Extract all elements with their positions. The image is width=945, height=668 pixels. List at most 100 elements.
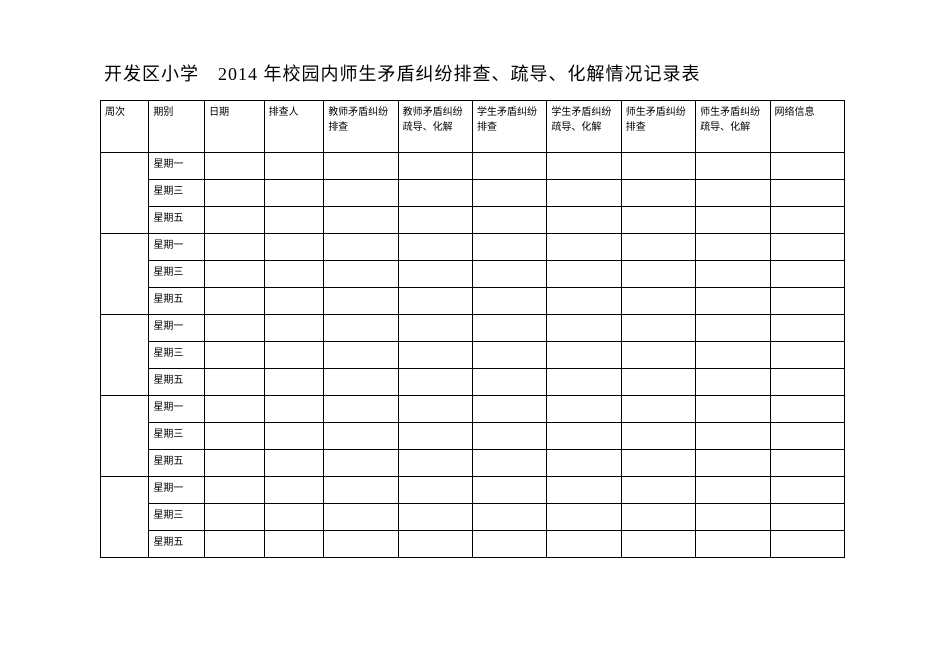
empty-cell [205, 477, 265, 504]
table-header-row: 周次 期别 日期 排查人 教师矛盾纠纷排查 教师矛盾纠纷疏导、化解 学生矛盾纠纷… [101, 101, 845, 153]
empty-cell [324, 531, 398, 558]
table-row: 星期三 [101, 342, 845, 369]
weekday-cell: 星期一 [149, 477, 205, 504]
empty-cell [472, 288, 546, 315]
empty-cell [696, 504, 770, 531]
empty-cell [205, 180, 265, 207]
empty-cell [696, 396, 770, 423]
col-header: 师生矛盾纠纷疏导、化解 [696, 101, 770, 153]
empty-cell [205, 369, 265, 396]
empty-cell [547, 153, 621, 180]
empty-cell [205, 234, 265, 261]
empty-cell [696, 423, 770, 450]
table-row: 星期五 [101, 207, 845, 234]
empty-cell [264, 207, 324, 234]
empty-cell [324, 423, 398, 450]
empty-cell [472, 423, 546, 450]
empty-cell [621, 234, 695, 261]
empty-cell [472, 504, 546, 531]
col-header: 教师矛盾纠纷疏导、化解 [398, 101, 472, 153]
week-cell [101, 315, 149, 396]
table-body: 星期一 星期三 星期五 [101, 153, 845, 558]
empty-cell [621, 423, 695, 450]
empty-cell [398, 423, 472, 450]
empty-cell [264, 504, 324, 531]
table-row: 星期五 [101, 369, 845, 396]
empty-cell [398, 450, 472, 477]
empty-cell [205, 288, 265, 315]
weekday-cell: 星期三 [149, 423, 205, 450]
empty-cell [696, 207, 770, 234]
empty-cell [264, 477, 324, 504]
empty-cell [264, 261, 324, 288]
empty-cell [264, 315, 324, 342]
empty-cell [205, 315, 265, 342]
empty-cell [547, 315, 621, 342]
weekday-cell: 星期三 [149, 180, 205, 207]
empty-cell [696, 261, 770, 288]
weekday-cell: 星期三 [149, 504, 205, 531]
empty-cell [621, 180, 695, 207]
col-header: 日期 [205, 101, 265, 153]
empty-cell [398, 342, 472, 369]
empty-cell [621, 477, 695, 504]
empty-cell [472, 531, 546, 558]
empty-cell [472, 180, 546, 207]
empty-cell [547, 369, 621, 396]
empty-cell [472, 369, 546, 396]
empty-cell [324, 450, 398, 477]
record-table: 周次 期别 日期 排查人 教师矛盾纠纷排查 教师矛盾纠纷疏导、化解 学生矛盾纠纷… [100, 100, 845, 558]
col-header: 师生矛盾纠纷排查 [621, 101, 695, 153]
empty-cell [770, 180, 844, 207]
empty-cell [264, 180, 324, 207]
empty-cell [472, 477, 546, 504]
week-cell [101, 477, 149, 558]
empty-cell [696, 153, 770, 180]
empty-cell [547, 180, 621, 207]
empty-cell [547, 207, 621, 234]
empty-cell [472, 261, 546, 288]
weekday-cell: 星期三 [149, 261, 205, 288]
col-header: 期别 [149, 101, 205, 153]
weekday-cell: 星期五 [149, 450, 205, 477]
col-header: 周次 [101, 101, 149, 153]
col-header: 排查人 [264, 101, 324, 153]
weekday-cell: 星期一 [149, 396, 205, 423]
empty-cell [621, 342, 695, 369]
empty-cell [398, 153, 472, 180]
table-row: 星期三 [101, 504, 845, 531]
weekday-cell: 星期一 [149, 234, 205, 261]
table-row: 星期三 [101, 180, 845, 207]
table-row: 星期一 [101, 153, 845, 180]
empty-cell [472, 450, 546, 477]
empty-cell [472, 234, 546, 261]
empty-cell [324, 234, 398, 261]
empty-cell [264, 531, 324, 558]
week-cell [101, 396, 149, 477]
table-row: 星期三 [101, 423, 845, 450]
empty-cell [205, 153, 265, 180]
empty-cell [398, 531, 472, 558]
empty-cell [621, 315, 695, 342]
empty-cell [770, 531, 844, 558]
empty-cell [264, 369, 324, 396]
empty-cell [324, 180, 398, 207]
empty-cell [472, 342, 546, 369]
empty-cell [264, 396, 324, 423]
empty-cell [324, 504, 398, 531]
empty-cell [770, 207, 844, 234]
empty-cell [398, 261, 472, 288]
empty-cell [770, 288, 844, 315]
weekday-cell: 星期一 [149, 153, 205, 180]
empty-cell [547, 261, 621, 288]
empty-cell [696, 180, 770, 207]
empty-cell [398, 234, 472, 261]
col-header: 教师矛盾纠纷排查 [324, 101, 398, 153]
empty-cell [770, 477, 844, 504]
empty-cell [324, 315, 398, 342]
empty-cell [264, 288, 324, 315]
table-row: 星期五 [101, 531, 845, 558]
empty-cell [770, 153, 844, 180]
weekday-cell: 星期五 [149, 531, 205, 558]
weekday-cell: 星期一 [149, 315, 205, 342]
